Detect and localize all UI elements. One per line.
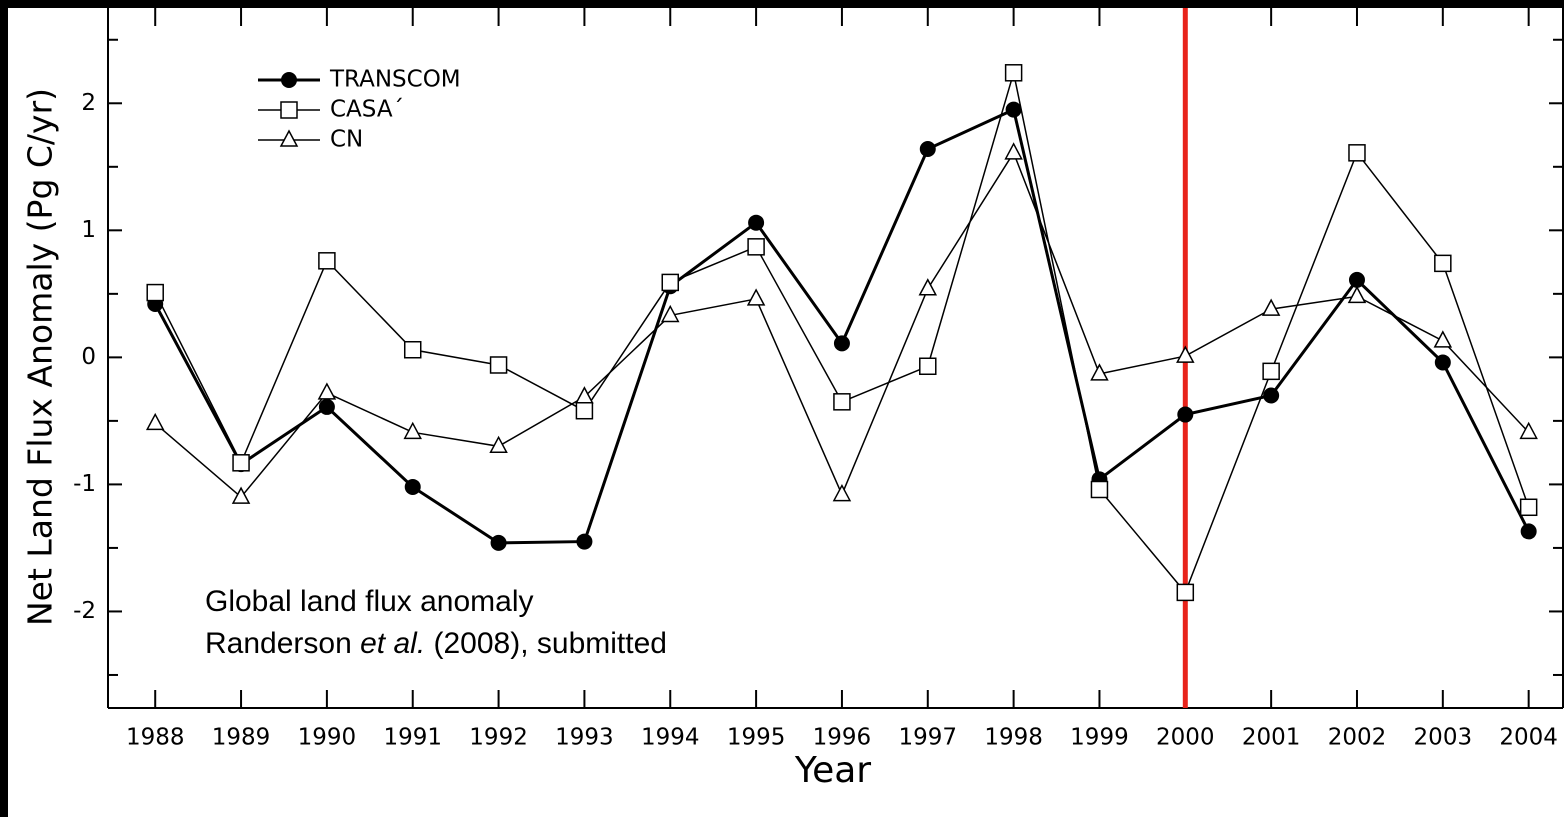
- top-border: [0, 0, 1564, 8]
- legend-marker: [281, 72, 297, 88]
- point: [661, 304, 680, 323]
- x-tick-label: 1993: [555, 725, 614, 751]
- point: [1433, 330, 1453, 348]
- x-tick-label: 1996: [813, 725, 872, 751]
- point: [145, 412, 165, 431]
- point: [1176, 583, 1195, 602]
- annotation-part: (2008), submitted: [425, 627, 667, 660]
- y-tick-label: 0: [81, 344, 96, 370]
- point: [1004, 64, 1023, 82]
- point: [317, 382, 337, 400]
- point: [575, 386, 594, 404]
- point: [1348, 271, 1365, 288]
- x-tick-label: 1988: [126, 725, 185, 751]
- point: [919, 141, 936, 158]
- point: [231, 486, 251, 504]
- point: [404, 478, 421, 495]
- y-tick-label: -1: [73, 471, 96, 497]
- legend-marker: [279, 129, 299, 147]
- legend-label: CN: [330, 127, 363, 153]
- axes: [107, 8, 1564, 709]
- point: [746, 288, 766, 306]
- x-tick-label: 1997: [899, 725, 958, 751]
- point: [1261, 298, 1281, 316]
- x-tick-label: 1992: [469, 725, 528, 751]
- point: [1090, 480, 1109, 499]
- legend-label: CASA´: [330, 97, 404, 123]
- y-axis-label: Net Land Flux Anomaly (Pg C/yr): [21, 88, 60, 626]
- point: [919, 357, 937, 376]
- point: [403, 421, 422, 440]
- x-tick-label: 2000: [1156, 725, 1215, 751]
- point: [661, 273, 680, 292]
- y-tick-label: 2: [81, 90, 96, 116]
- point: [918, 278, 938, 296]
- y-tick-label: -2: [73, 598, 96, 624]
- x-tick-label: 2002: [1328, 725, 1387, 751]
- point: [1434, 354, 1451, 371]
- x-tick-label: 1998: [984, 725, 1043, 751]
- point: [576, 533, 593, 550]
- point: [1347, 285, 1367, 304]
- x-tick-label: 2001: [1242, 725, 1301, 751]
- legend-marker: [280, 101, 298, 119]
- x-tick-label: 1989: [212, 725, 271, 751]
- point: [1520, 523, 1537, 540]
- x-tick-label: 1990: [298, 725, 357, 751]
- point: [318, 398, 335, 415]
- annotation: Global land flux anomaly: [205, 585, 534, 618]
- point: [489, 356, 508, 374]
- x-tick-label: 2003: [1414, 725, 1473, 751]
- point: [403, 340, 422, 359]
- point: [490, 534, 507, 551]
- x-tick-label: 2004: [1499, 725, 1558, 751]
- point: [1348, 144, 1366, 162]
- point: [1263, 387, 1280, 404]
- left-border: [0, 0, 8, 817]
- point: [1434, 254, 1452, 273]
- point: [747, 238, 765, 256]
- point: [232, 454, 250, 472]
- point: [1005, 101, 1022, 118]
- x-tick-label: 1991: [383, 725, 442, 751]
- x-tick-label: 1994: [641, 725, 700, 751]
- point: [748, 214, 765, 231]
- point: [318, 252, 336, 270]
- point: [1004, 142, 1023, 160]
- point: [1090, 363, 1109, 381]
- point: [833, 335, 850, 352]
- annotation-part: Randerson: [205, 627, 360, 660]
- annotation: Randerson et al. (2008), submitted: [205, 627, 667, 660]
- x-tick-label: 1995: [727, 725, 786, 751]
- legend-label: TRANSCOM: [329, 67, 461, 93]
- y-tick-label: 1: [81, 217, 96, 243]
- point: [146, 283, 164, 302]
- point: [1519, 421, 1538, 440]
- point: [1176, 345, 1195, 363]
- point: [833, 393, 851, 411]
- point: [1262, 362, 1280, 381]
- point: [1177, 406, 1194, 423]
- point: [489, 435, 508, 454]
- point: [1519, 498, 1538, 517]
- point: [832, 483, 852, 502]
- x-axis-label: Year: [794, 750, 871, 791]
- annotation-part: et al.: [360, 627, 425, 660]
- x-tick-label: 1999: [1070, 725, 1129, 751]
- point: [575, 401, 594, 420]
